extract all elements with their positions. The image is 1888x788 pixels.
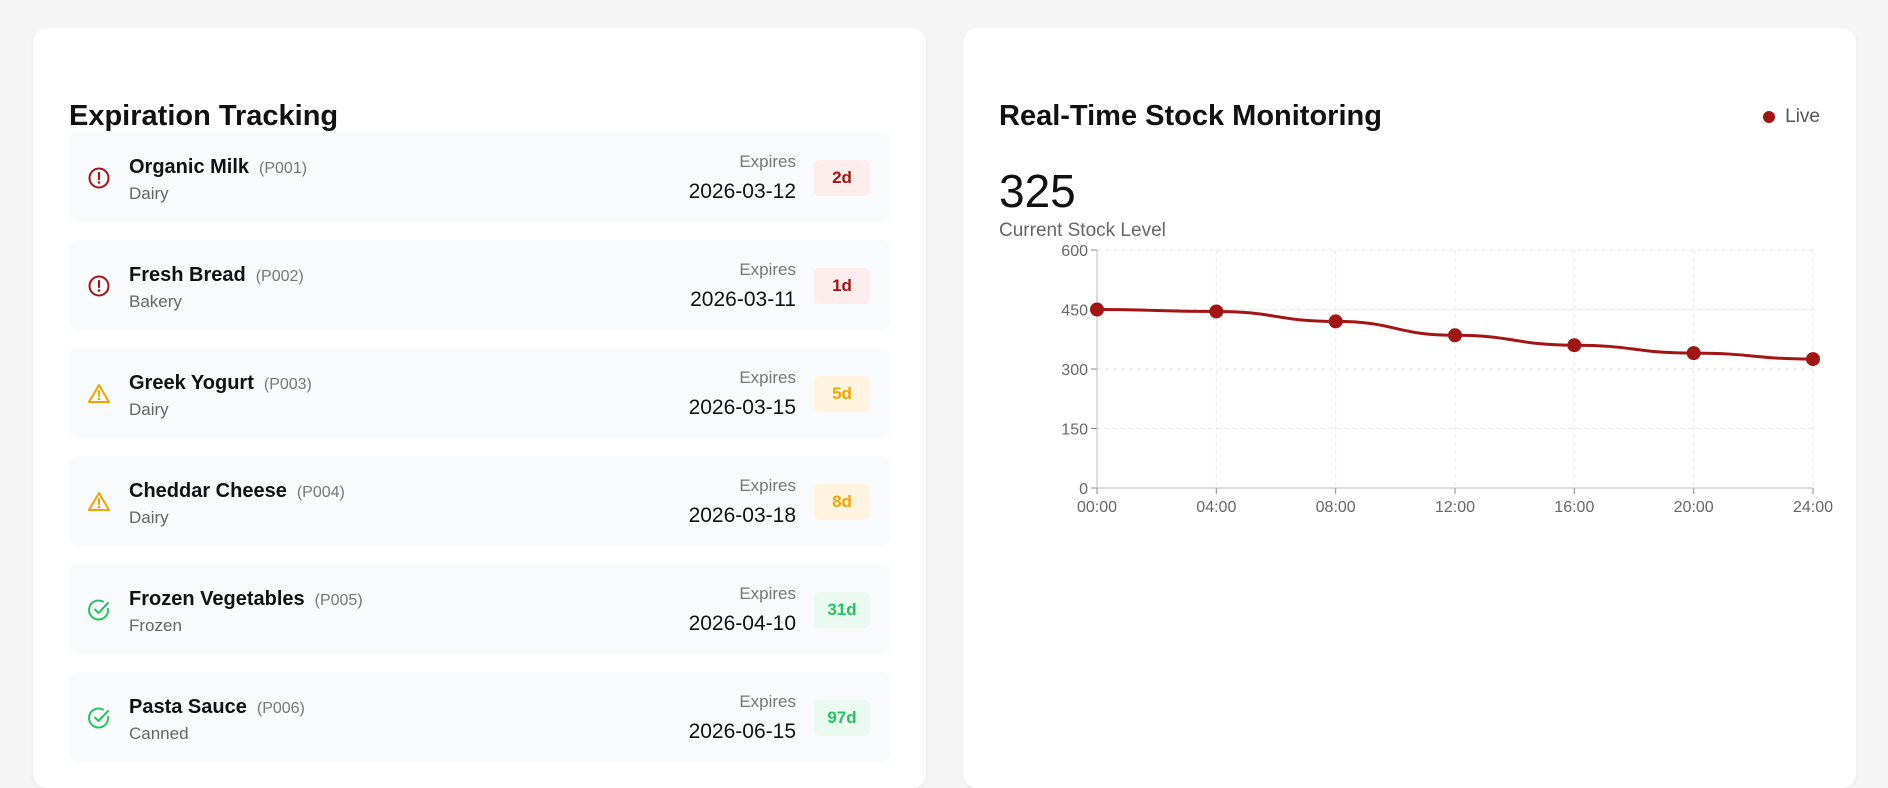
product-category: Dairy — [129, 184, 169, 203]
alert-circle-icon — [88, 275, 110, 297]
alert-circle-icon — [88, 167, 110, 189]
days-left-badge: 8d — [814, 484, 870, 520]
days-left-badge: 97d — [814, 700, 870, 736]
expiry-date: 2026-04-10 — [688, 612, 796, 635]
x-tick-label: 00:00 — [1077, 499, 1117, 516]
expiration-item[interactable]: Organic Milk (P001) Dairy Expires 2026-03… — [69, 132, 890, 222]
product-name: Fresh Bread (P002) — [129, 264, 304, 287]
product-category: Dairy — [129, 508, 169, 527]
check-circle-icon — [88, 599, 110, 621]
expires-label: Expires — [739, 368, 796, 387]
product-name: Pasta Sauce (P006) — [129, 696, 305, 719]
y-tick-label: 300 — [1061, 362, 1088, 379]
expiry-date: 2026-03-15 — [688, 396, 796, 419]
live-label: Live — [1785, 106, 1820, 127]
x-tick-label: 16:00 — [1554, 499, 1594, 516]
current-stock-value: 325 — [999, 165, 1076, 217]
x-tick-label: 24:00 — [1793, 499, 1833, 516]
expires-label: Expires — [739, 476, 796, 495]
data-point — [1448, 328, 1462, 343]
product-category: Canned — [129, 724, 189, 743]
x-tick-label: 20:00 — [1674, 499, 1714, 516]
product-name: Organic Milk (P001) — [129, 156, 307, 179]
data-point — [1567, 338, 1582, 353]
x-tick-label: 04:00 — [1196, 499, 1236, 516]
expiration-item[interactable]: Cheddar Cheese (P004) Dairy Expires 2026-… — [69, 456, 890, 546]
data-point — [1090, 302, 1104, 317]
expiration-title: Expiration Tracking — [69, 100, 339, 132]
product-name: Greek Yogurt (P003) — [129, 372, 312, 395]
stock-line-chart: 0 150 300 450 600 00:00 04:00 08:00 12:00 16:00 20… — [1061, 243, 1833, 516]
product-code: (P002) — [255, 268, 304, 285]
warning-triangle-icon — [88, 492, 110, 511]
product-name: Cheddar Cheese (P004) — [129, 480, 345, 503]
warning-triangle-icon — [88, 384, 110, 403]
product-code: (P004) — [296, 484, 345, 501]
product-name-text: Fresh Bread — [129, 264, 246, 286]
data-point — [1328, 314, 1343, 329]
days-left-badge: 2d — [814, 160, 870, 196]
check-circle-icon — [88, 707, 110, 729]
live-indicator: Live — [1763, 106, 1820, 128]
y-tick-label: 600 — [1061, 243, 1088, 260]
stock-monitoring-card: Real-Time Stock Monitoring Live 325 Curr… — [963, 28, 1856, 788]
data-point — [1686, 346, 1701, 361]
data-point — [1209, 304, 1224, 319]
expires-label: Expires — [739, 584, 796, 603]
expires-label: Expires — [739, 152, 796, 171]
y-tick-label: 150 — [1061, 422, 1088, 439]
days-left-badge: 31d — [814, 592, 870, 628]
expires-label: Expires — [739, 692, 796, 711]
expiry-date: 2026-03-11 — [690, 288, 796, 311]
product-category: Dairy — [129, 400, 169, 419]
data-point — [1806, 352, 1820, 367]
monitor-title: Real-Time Stock Monitoring — [999, 100, 1382, 132]
y-tick-label: 0 — [1079, 481, 1088, 498]
product-name: Frozen Vegetables (P005) — [129, 588, 363, 611]
product-name-text: Greek Yogurt — [129, 372, 254, 394]
product-category: Bakery — [129, 292, 182, 311]
x-tick-label: 08:00 — [1316, 499, 1356, 516]
days-left-badge: 1d — [814, 268, 870, 304]
expiration-tracking-card: Expiration Tracking Organic Milk (P001) D… — [33, 28, 926, 788]
expiration-item[interactable]: Fresh Bread (P002) Bakery Expires 2026-03… — [69, 240, 890, 330]
product-name-text: Frozen Vegetables — [129, 588, 305, 610]
y-tick-label: 450 — [1061, 303, 1088, 320]
product-name-text: Cheddar Cheese — [129, 480, 287, 502]
product-code: (P005) — [314, 592, 363, 609]
expiration-item[interactable]: Greek Yogurt (P003) Dairy Expires 2026-03… — [69, 348, 890, 438]
expiry-date: 2026-03-12 — [688, 180, 796, 203]
expires-label: Expires — [739, 260, 796, 279]
expiry-date: 2026-06-15 — [688, 720, 796, 743]
product-code: (P006) — [256, 700, 305, 717]
product-code: (P001) — [259, 160, 308, 177]
product-name-text: Organic Milk — [129, 156, 250, 178]
product-code: (P003) — [263, 376, 312, 393]
days-left-badge: 5d — [814, 376, 870, 412]
product-name-text: Pasta Sauce — [129, 696, 247, 718]
expiry-date: 2026-03-18 — [688, 504, 796, 527]
expiration-item[interactable]: Frozen Vegetables (P005) Frozen Expires 2… — [69, 564, 890, 654]
product-category: Frozen — [129, 616, 182, 635]
current-stock-label: Current Stock Level — [999, 220, 1166, 241]
x-tick-label: 12:00 — [1435, 499, 1475, 516]
live-dot-icon — [1763, 111, 1776, 123]
expiration-item[interactable]: Pasta Sauce (P006) Canned Expires 2026-06… — [69, 672, 890, 762]
